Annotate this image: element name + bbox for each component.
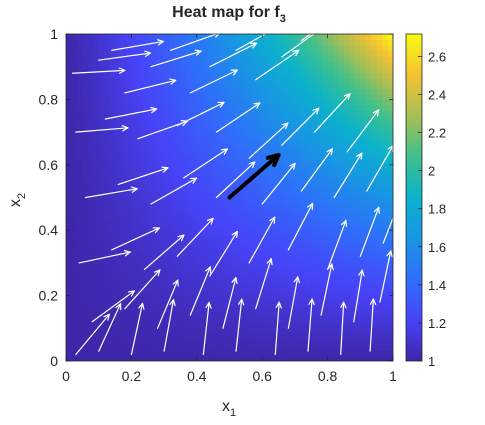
- quiver-arrow: [346, 109, 380, 153]
- quiver-arrow: [255, 49, 300, 81]
- quiver-arrow: [353, 269, 365, 323]
- chart-title: Heat map for f3: [172, 4, 286, 25]
- quiver-arrow: [320, 263, 334, 316]
- x-axis-ticks: 0 0.2 0.4 0.6 0.8 1: [62, 34, 397, 384]
- quiver-arrow: [111, 227, 160, 251]
- quiver-arrow: [124, 78, 177, 94]
- heatmap-surface: [66, 34, 393, 361]
- quiver-arrow: [340, 301, 347, 356]
- quiver-field: [71, 34, 393, 356]
- quiver-arrow: [183, 148, 228, 179]
- x-tick-label: 1: [389, 368, 397, 384]
- quiver-arrow: [75, 313, 110, 356]
- quiver-arrow: [327, 219, 348, 271]
- colorbar-tick-label: 1: [428, 354, 435, 369]
- colorbar-tick-label: 1.8: [428, 202, 446, 217]
- quiver-arrow: [248, 122, 289, 159]
- quiver-arrow: [274, 301, 282, 356]
- quiver-arrow: [150, 177, 198, 205]
- quiver-arrow: [255, 258, 273, 310]
- quiver-arrow: [222, 277, 238, 329]
- quiver-arrow: [176, 217, 214, 257]
- quiver-arrow: [163, 299, 176, 352]
- quiver-arrow: [300, 34, 312, 42]
- quiver-arrow: [248, 216, 276, 264]
- x-tick-label: 0.2: [122, 368, 142, 384]
- quiver-arrow: [281, 107, 320, 146]
- quiver-arrow: [202, 301, 212, 356]
- quiver-arrow: [130, 302, 145, 356]
- colorbar: [405, 33, 423, 362]
- quiver-arrow: [98, 303, 122, 352]
- highlight-arrow: [227, 152, 281, 200]
- y-axis-ticks: 0 0.2 0.4 0.6 0.8 1: [39, 26, 393, 369]
- quiver-arrow: [98, 50, 152, 61]
- colorbar-tick-label: 2.6: [428, 49, 446, 64]
- quiver-arrow: [85, 186, 138, 199]
- quiver-arrow: [307, 298, 315, 352]
- quiver-arrow: [117, 166, 169, 186]
- quiver-arrow: [78, 250, 131, 264]
- quiver-arrow: [287, 276, 300, 329]
- quiver-arrow: [189, 266, 212, 316]
- quiver-arrow: [215, 102, 261, 133]
- quiver-arrow: [91, 290, 135, 323]
- quiver-arrow: [75, 125, 129, 133]
- quiver-arrow: [313, 93, 351, 133]
- quiver-arrow: [143, 234, 185, 271]
- plot-frame: [65, 33, 394, 362]
- quiver-arrow: [215, 161, 256, 199]
- x-tick-label: 0.6: [252, 368, 272, 384]
- quiver-arrow: [156, 279, 179, 329]
- y-axis-label: x2: [7, 193, 28, 207]
- x-tick-label: 0.4: [187, 368, 207, 384]
- quiver-arrow: [111, 39, 164, 51]
- colorbar-ticks: 1 1.2 1.4 1.6 1.8 2 2.2 2.4 2.6: [418, 49, 446, 369]
- quiver-arrow: [333, 152, 363, 199]
- quiver-arrow: [287, 202, 314, 251]
- quiver-arrow: [379, 250, 393, 303]
- quiver-arrow: [209, 42, 258, 68]
- quiver-arrow: [104, 106, 158, 120]
- y-tick-label: 0.8: [39, 91, 59, 107]
- quiver-arrow: [359, 206, 380, 257]
- quiver-arrow: [261, 162, 296, 205]
- quiver-arrow: [209, 230, 238, 277]
- quiver-arrow: [300, 148, 333, 192]
- colorbar-tick-label: 1.4: [428, 278, 446, 293]
- y-tick-label: 0.6: [39, 157, 59, 173]
- colorbar-tick-label: 1.6: [428, 240, 446, 255]
- quiver-arrow: [150, 49, 202, 68]
- highlight-arrow-mark: [227, 152, 281, 200]
- x-tick-label: 0.8: [318, 368, 338, 384]
- quiver-arrow: [281, 34, 315, 58]
- quiver-arrow: [71, 67, 126, 74]
- quiver-arrow: [235, 298, 245, 352]
- quiver-arrow: [124, 269, 161, 310]
- x-axis-label: x1: [222, 398, 236, 419]
- quiver-arrow: [189, 69, 238, 94]
- x-tick-label: 0: [62, 368, 70, 384]
- y-tick-label: 0: [50, 353, 58, 369]
- colorbar-tick-label: 2.4: [428, 88, 446, 103]
- colorbar-tick-label: 1.2: [428, 316, 446, 331]
- y-tick-label: 0.4: [39, 222, 59, 238]
- colorbar-tick-label: 2.2: [428, 126, 446, 141]
- y-tick-label: 0.2: [39, 288, 59, 304]
- colorbar-tick-label: 2: [428, 164, 435, 179]
- y-tick-label: 1: [50, 26, 58, 42]
- quiver-arrow: [235, 34, 267, 51]
- quiver-arrow: [176, 101, 225, 127]
- quiver-arrow: [369, 298, 377, 352]
- quiver-arrow: [170, 34, 220, 51]
